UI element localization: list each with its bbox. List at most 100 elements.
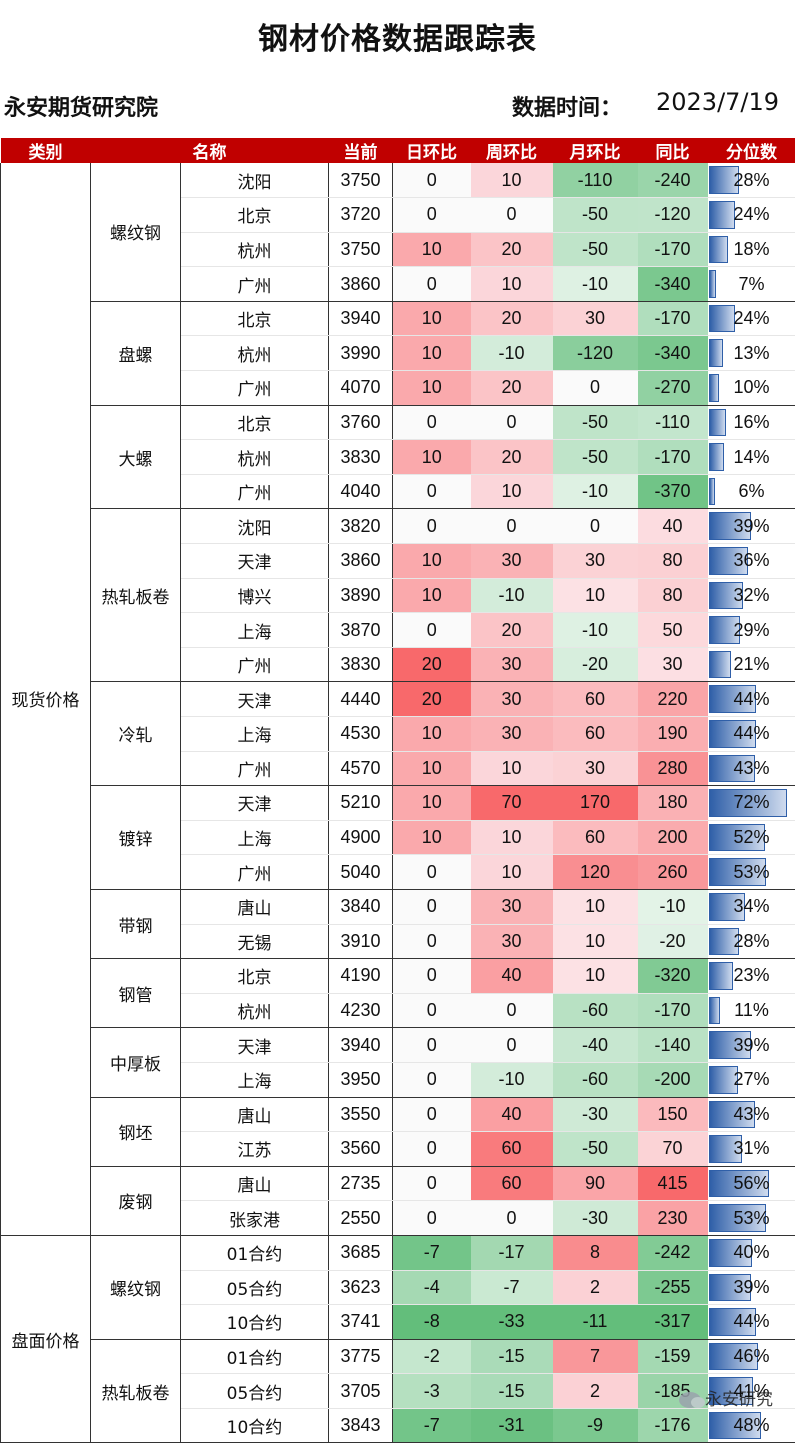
month-change-cell: 30 bbox=[553, 301, 638, 336]
percentile-cell: 32% bbox=[708, 578, 795, 613]
week-change-cell: 60 bbox=[471, 1132, 553, 1167]
location-cell: 05合约 bbox=[181, 1374, 329, 1409]
year-change-cell: -255 bbox=[638, 1270, 708, 1305]
location-cell: 杭州 bbox=[181, 440, 329, 475]
year-change-cell: -159 bbox=[638, 1339, 708, 1374]
week-change-cell: 60 bbox=[471, 1166, 553, 1201]
percentile-cell: 43% bbox=[708, 1097, 795, 1132]
month-change-cell: -10 bbox=[553, 474, 638, 509]
location-cell: 10合约 bbox=[181, 1408, 329, 1443]
current-price-cell: 4190 bbox=[329, 959, 393, 994]
day-change-cell: 10 bbox=[393, 578, 471, 613]
percentile-value: 27% bbox=[733, 1069, 769, 1089]
header-month-change: 月环比 bbox=[553, 138, 638, 163]
location-cell: 北京 bbox=[181, 301, 329, 336]
week-change-cell: 10 bbox=[471, 267, 553, 302]
year-change-cell: -10 bbox=[638, 889, 708, 924]
percentile-value: 6% bbox=[738, 481, 764, 501]
location-cell: 上海 bbox=[181, 820, 329, 855]
percentile-cell: 24% bbox=[708, 198, 795, 233]
current-price-cell: 3940 bbox=[329, 301, 393, 336]
day-change-cell: 0 bbox=[393, 993, 471, 1028]
day-change-cell: -4 bbox=[393, 1270, 471, 1305]
month-change-cell: -20 bbox=[553, 647, 638, 682]
day-change-cell: 0 bbox=[393, 474, 471, 509]
current-price-cell: 2735 bbox=[329, 1166, 393, 1201]
header-name: 名称 bbox=[91, 138, 329, 163]
product-cell: 热轧板卷 bbox=[91, 1339, 181, 1443]
week-change-cell: -31 bbox=[471, 1408, 553, 1443]
month-change-cell: 0 bbox=[553, 509, 638, 544]
wechat-icon bbox=[679, 1392, 701, 1408]
location-cell: 上海 bbox=[181, 717, 329, 752]
percentile-cell: 56% bbox=[708, 1166, 795, 1201]
location-cell: 广州 bbox=[181, 267, 329, 302]
day-change-cell: 0 bbox=[393, 405, 471, 440]
week-change-cell: 10 bbox=[471, 855, 553, 890]
day-change-cell: 0 bbox=[393, 924, 471, 959]
location-cell: 10合约 bbox=[181, 1305, 329, 1340]
location-cell: 沈阳 bbox=[181, 509, 329, 544]
week-change-cell: 40 bbox=[471, 959, 553, 994]
location-cell: 01合约 bbox=[181, 1339, 329, 1374]
week-change-cell: 0 bbox=[471, 1028, 553, 1063]
current-price-cell: 3840 bbox=[329, 889, 393, 924]
month-change-cell: -10 bbox=[553, 267, 638, 302]
day-change-cell: 10 bbox=[393, 717, 471, 752]
percentile-cell: 40% bbox=[708, 1235, 795, 1270]
percentile-value: 52% bbox=[733, 827, 769, 847]
percentile-cell: 23% bbox=[708, 959, 795, 994]
category-cell: 现货价格 bbox=[1, 163, 91, 1235]
current-price-cell: 4440 bbox=[329, 682, 393, 717]
day-change-cell: 10 bbox=[393, 440, 471, 475]
current-price-cell: 3843 bbox=[329, 1408, 393, 1443]
location-cell: 天津 bbox=[181, 682, 329, 717]
location-cell: 上海 bbox=[181, 613, 329, 648]
percentile-cell: 10% bbox=[708, 371, 795, 406]
percentile-value: 44% bbox=[733, 1311, 769, 1331]
day-change-cell: 10 bbox=[393, 232, 471, 267]
percentile-value: 24% bbox=[733, 204, 769, 224]
year-change-cell: 40 bbox=[638, 509, 708, 544]
year-change-cell: -140 bbox=[638, 1028, 708, 1063]
year-change-cell: 220 bbox=[638, 682, 708, 717]
year-change-cell: -110 bbox=[638, 405, 708, 440]
current-price-cell: 3750 bbox=[329, 232, 393, 267]
percentile-bar bbox=[709, 374, 720, 402]
day-change-cell: 10 bbox=[393, 371, 471, 406]
current-price-cell: 3560 bbox=[329, 1132, 393, 1167]
day-change-cell: -8 bbox=[393, 1305, 471, 1340]
week-change-cell: 30 bbox=[471, 924, 553, 959]
current-price-cell: 3830 bbox=[329, 440, 393, 475]
location-cell: 无锡 bbox=[181, 924, 329, 959]
percentile-bar bbox=[709, 270, 717, 298]
week-change-cell: -33 bbox=[471, 1305, 553, 1340]
day-change-cell: 10 bbox=[393, 336, 471, 371]
percentile-bar bbox=[709, 997, 721, 1025]
month-change-cell: -50 bbox=[553, 232, 638, 267]
month-change-cell: -50 bbox=[553, 1132, 638, 1167]
percentile-value: 53% bbox=[733, 1208, 769, 1228]
percentile-cell: 6% bbox=[708, 474, 795, 509]
month-change-cell: 10 bbox=[553, 959, 638, 994]
month-change-cell: 2 bbox=[553, 1270, 638, 1305]
header-week-change: 周环比 bbox=[471, 138, 553, 163]
week-change-cell: 30 bbox=[471, 682, 553, 717]
location-cell: 江苏 bbox=[181, 1132, 329, 1167]
table-header-row: 类别 名称 当前 日环比 周环比 月环比 同比 分位数 bbox=[1, 138, 795, 163]
percentile-cell: 44% bbox=[708, 1305, 795, 1340]
product-cell: 大螺 bbox=[91, 405, 181, 509]
location-cell: 北京 bbox=[181, 405, 329, 440]
product-cell: 螺纹钢 bbox=[91, 1235, 181, 1339]
percentile-cell: 39% bbox=[708, 1270, 795, 1305]
percentile-cell: 27% bbox=[708, 1062, 795, 1097]
day-change-cell: 10 bbox=[393, 751, 471, 786]
week-change-cell: 30 bbox=[471, 889, 553, 924]
day-change-cell: 0 bbox=[393, 889, 471, 924]
product-cell: 热轧板卷 bbox=[91, 509, 181, 682]
day-change-cell: 20 bbox=[393, 647, 471, 682]
